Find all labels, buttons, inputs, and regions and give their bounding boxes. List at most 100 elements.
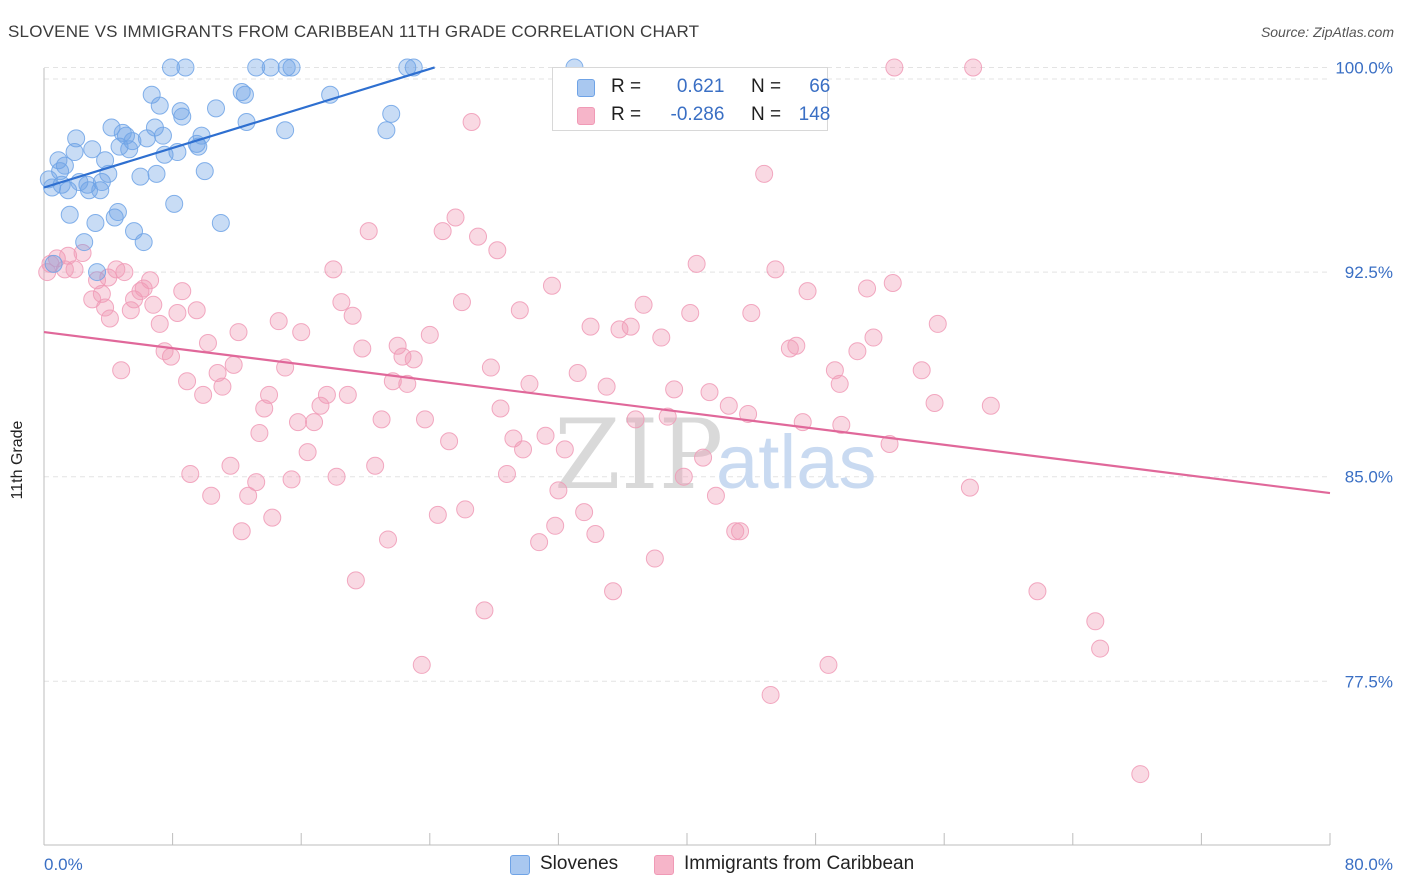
legend-n-value: 66 xyxy=(809,76,831,97)
slovene-point xyxy=(173,107,192,126)
caribbean-point xyxy=(420,325,439,344)
caribbean-point xyxy=(115,263,134,282)
bottom-legend-label: Slovenes xyxy=(540,853,619,874)
x-tick-label: 0.0% xyxy=(44,855,83,874)
caribbean-point xyxy=(549,481,568,500)
caribbean-point xyxy=(726,522,745,541)
legend-swatch-slovenes xyxy=(577,79,595,97)
caribbean-point xyxy=(250,424,269,443)
caribbean-point xyxy=(343,306,362,325)
caribbean-point xyxy=(161,347,180,366)
caribbean-point xyxy=(1028,582,1047,601)
caribbean-point xyxy=(645,549,664,568)
caribbean-point xyxy=(491,399,510,418)
caribbean-point xyxy=(338,385,357,404)
caribbean-point xyxy=(269,312,288,331)
caribbean-point xyxy=(610,320,629,339)
caribbean-point xyxy=(239,486,258,505)
chart-title: SLOVENE VS IMMIGRANTS FROM CARIBBEAN 11T… xyxy=(8,22,700,41)
caribbean-point xyxy=(960,478,979,497)
caribbean-point xyxy=(575,503,594,522)
source-label: Source: ZipAtlas.com xyxy=(1260,24,1394,40)
caribbean-point xyxy=(178,372,197,391)
slovene-point xyxy=(153,126,172,145)
caribbean-point xyxy=(187,301,206,320)
caribbean-point xyxy=(282,470,301,489)
caribbean-point xyxy=(665,380,684,399)
caribbean-point xyxy=(520,374,539,393)
caribbean-point xyxy=(462,113,481,132)
caribbean-point xyxy=(597,377,616,396)
slovene-point xyxy=(232,83,251,102)
caribbean-point xyxy=(327,467,346,486)
caribbean-point xyxy=(305,413,324,432)
caribbean-point xyxy=(681,303,700,322)
slovene-point xyxy=(102,118,121,137)
caribbean-point xyxy=(263,508,282,527)
caribbean-point xyxy=(144,295,163,314)
slovene-point xyxy=(282,58,301,77)
caribbean-point xyxy=(150,314,169,333)
caribbean-point xyxy=(208,364,227,383)
slovene-point xyxy=(60,205,79,224)
caribbean-point xyxy=(353,339,372,358)
caribbean-point xyxy=(292,323,311,342)
caribbean-point xyxy=(488,241,507,260)
caribbean-point xyxy=(100,309,119,328)
caribbean-point xyxy=(925,394,944,413)
slovene-point xyxy=(161,58,180,77)
slovene-point xyxy=(55,156,74,175)
watermark-atlas: atlas xyxy=(716,420,877,505)
caribbean-point xyxy=(469,227,488,246)
caribbean-point xyxy=(766,260,785,279)
caribbean-point xyxy=(568,364,587,383)
slovene-point xyxy=(65,143,84,162)
caribbean-point xyxy=(981,396,1000,415)
y-tick-label: 77.5% xyxy=(1345,672,1393,691)
legend-r-label: R = xyxy=(611,76,642,97)
caribbean-point xyxy=(731,522,750,541)
caribbean-point xyxy=(830,374,849,393)
caribbean-point xyxy=(832,415,851,434)
caribbean-point xyxy=(288,413,307,432)
caribbean-point xyxy=(324,260,343,279)
slovene-point xyxy=(150,96,169,115)
caribbean-point xyxy=(885,58,904,77)
x-tick-label: 80.0% xyxy=(1345,855,1393,874)
caribbean-point xyxy=(298,443,317,462)
slovene-trend-line xyxy=(43,66,435,189)
legend-n-label: N = xyxy=(750,104,782,125)
caribbean-point xyxy=(510,301,529,320)
caribbean-point xyxy=(393,347,412,366)
caribbean-point xyxy=(858,279,877,298)
caribbean-point xyxy=(787,336,806,355)
caribbean-point xyxy=(475,601,494,620)
caribbean-point xyxy=(542,276,561,295)
slovene-point xyxy=(207,99,226,118)
caribbean-point xyxy=(366,456,385,475)
slovene-point xyxy=(108,203,127,222)
caribbean-point xyxy=(440,432,459,451)
caribbean-point xyxy=(848,342,867,361)
legend-n-value: 148 xyxy=(798,104,831,125)
caribbean-point xyxy=(224,355,243,374)
caribbean-point xyxy=(446,208,465,227)
bottom-legend-label: Immigrants from Caribbean xyxy=(684,853,915,874)
caribbean-point xyxy=(456,500,475,519)
bottom-legend-swatch-slovenes xyxy=(510,855,530,875)
caribbean-point xyxy=(83,290,102,309)
caribbean-point xyxy=(819,655,838,674)
slovene-point xyxy=(147,164,166,183)
gridlines xyxy=(44,66,1330,682)
caribbean-point xyxy=(433,222,452,241)
caribbean-point xyxy=(346,571,365,590)
caribbean-point xyxy=(621,317,640,336)
y-axis-label: 11th Grade xyxy=(9,420,26,500)
caribbean-point xyxy=(742,303,761,322)
caribbean-point xyxy=(674,467,693,486)
caribbean-point xyxy=(604,582,623,601)
slovene-point xyxy=(51,162,70,181)
slovene-point xyxy=(131,167,150,186)
caribbean-point xyxy=(255,399,274,418)
